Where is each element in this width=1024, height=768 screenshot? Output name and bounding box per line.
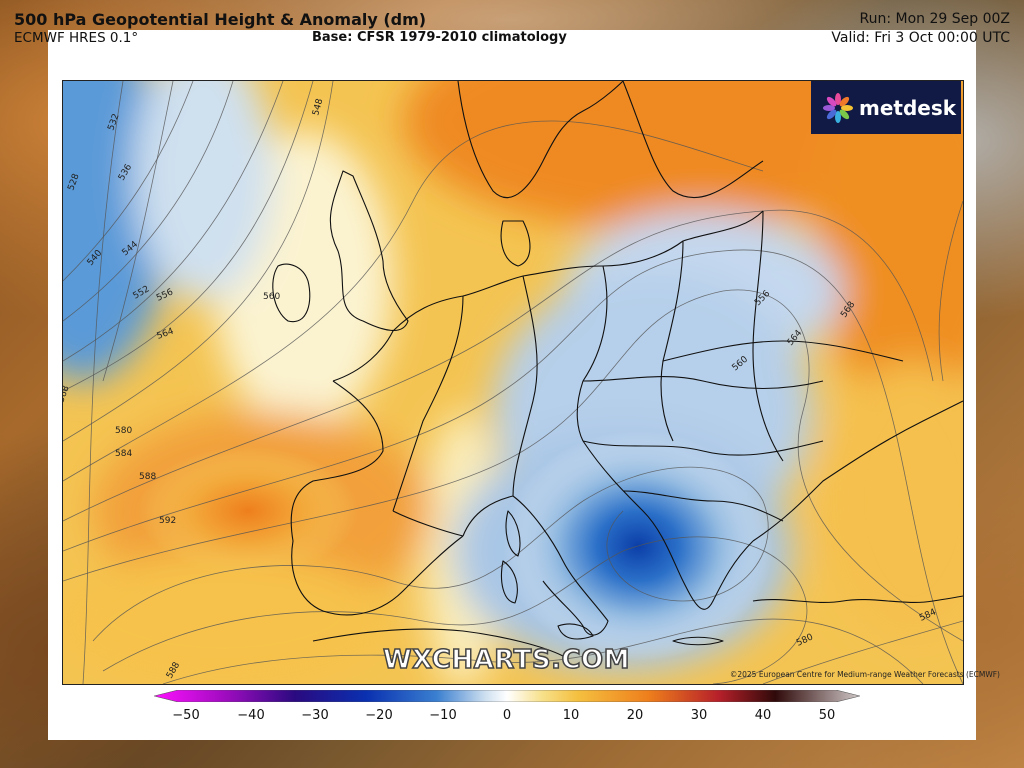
colorbar-tick: −50 [172,708,200,723]
contour-label: 592 [159,516,176,526]
contour-label: 568 [63,384,72,404]
colorbar-tick: −20 [365,708,393,723]
ecmwf-copyright: ©2025 European Centre for Medium-range W… [729,670,1000,679]
contour-label: 588 [139,472,156,482]
wxcharts-watermark: WXCHARTS.COM [382,644,631,676]
contour-label: 580 [115,426,132,436]
colorbar-tick: −30 [301,708,329,723]
colorbar-tick: 20 [626,708,644,723]
metdesk-logo-text: metdesk [859,95,957,120]
map-title: 500 hPa Geopotential Height & Anomaly (d… [14,10,427,29]
contour-label: 584 [115,449,132,459]
colorbar-tick: 10 [562,708,580,723]
run-time: Run: Mon 29 Sep 00Z [859,11,1011,27]
valid-time: Valid: Fri 3 Oct 00:00 UTC [831,30,1010,46]
contour-label: 560 [263,292,280,302]
colorbar-tick: −10 [429,708,457,723]
model-name: ECMWF HRES 0.1° [14,30,139,46]
anomaly-map: 532 528 536 540 544 548 552 556 560 564 … [62,80,964,685]
colorbar-tick: 50 [818,708,836,723]
contour-label: 548 [311,97,325,116]
metdesk-flower-icon [823,92,853,123]
colorbar [154,690,860,702]
colorbar-tick: 0 [502,708,512,723]
colorbar-tick: 40 [754,708,772,723]
colorbar-tick: 30 [690,708,708,723]
climatology-base: Base: CFSR 1979-2010 climatology [312,30,567,45]
colorbar-tick: −40 [237,708,265,723]
colorbar-ticks: −50 −40 −30 −20 −10 0 10 20 30 40 50 [0,708,1024,728]
metdesk-logo: metdesk [811,81,961,134]
